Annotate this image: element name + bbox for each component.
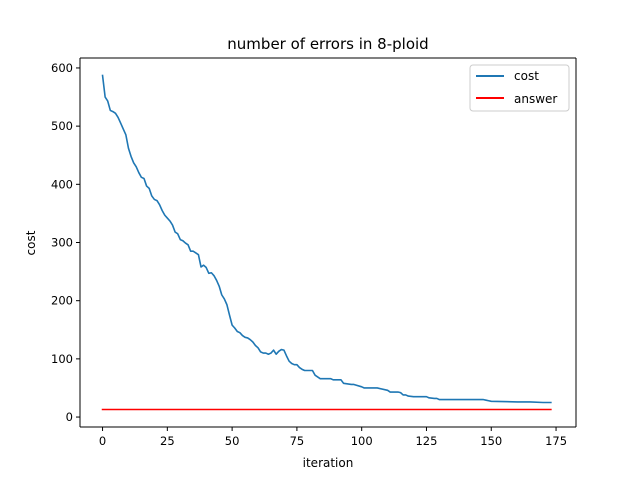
series-line-cost [101,74,552,404]
y-tick-label: 300 [51,236,73,250]
legend: cost answer [469,64,570,112]
x-tick-label: 150 [480,434,502,448]
legend-label-cost: cost [514,69,539,83]
x-tick-label: 125 [415,434,437,448]
y-axis-ticks: 0 100 200 300 400 500 600 [51,61,80,424]
y-axis-label: cost [24,230,38,255]
chart-title: number of errors in 8-ploid [227,35,428,53]
x-tick-label: 175 [545,434,567,448]
legend-label-answer: answer [514,92,557,106]
y-tick-label: 100 [51,352,73,366]
x-axis-label: iteration [303,456,354,470]
plot-background [80,58,576,427]
x-axis-ticks: 0 25 50 75 100 125 150 175 [99,427,567,448]
y-tick-label: 0 [66,410,73,424]
series-layer [101,74,552,411]
x-tick-label: 25 [160,434,175,448]
x-tick-label: 0 [99,434,106,448]
x-tick-label: 50 [225,434,240,448]
plot-area [80,58,576,427]
x-tick-label: 75 [290,434,305,448]
x-tick-label: 100 [351,434,373,448]
y-tick-label: 200 [51,294,73,308]
y-tick-label: 400 [51,177,73,191]
y-tick-label: 600 [51,61,73,75]
y-tick-label: 500 [51,119,73,133]
